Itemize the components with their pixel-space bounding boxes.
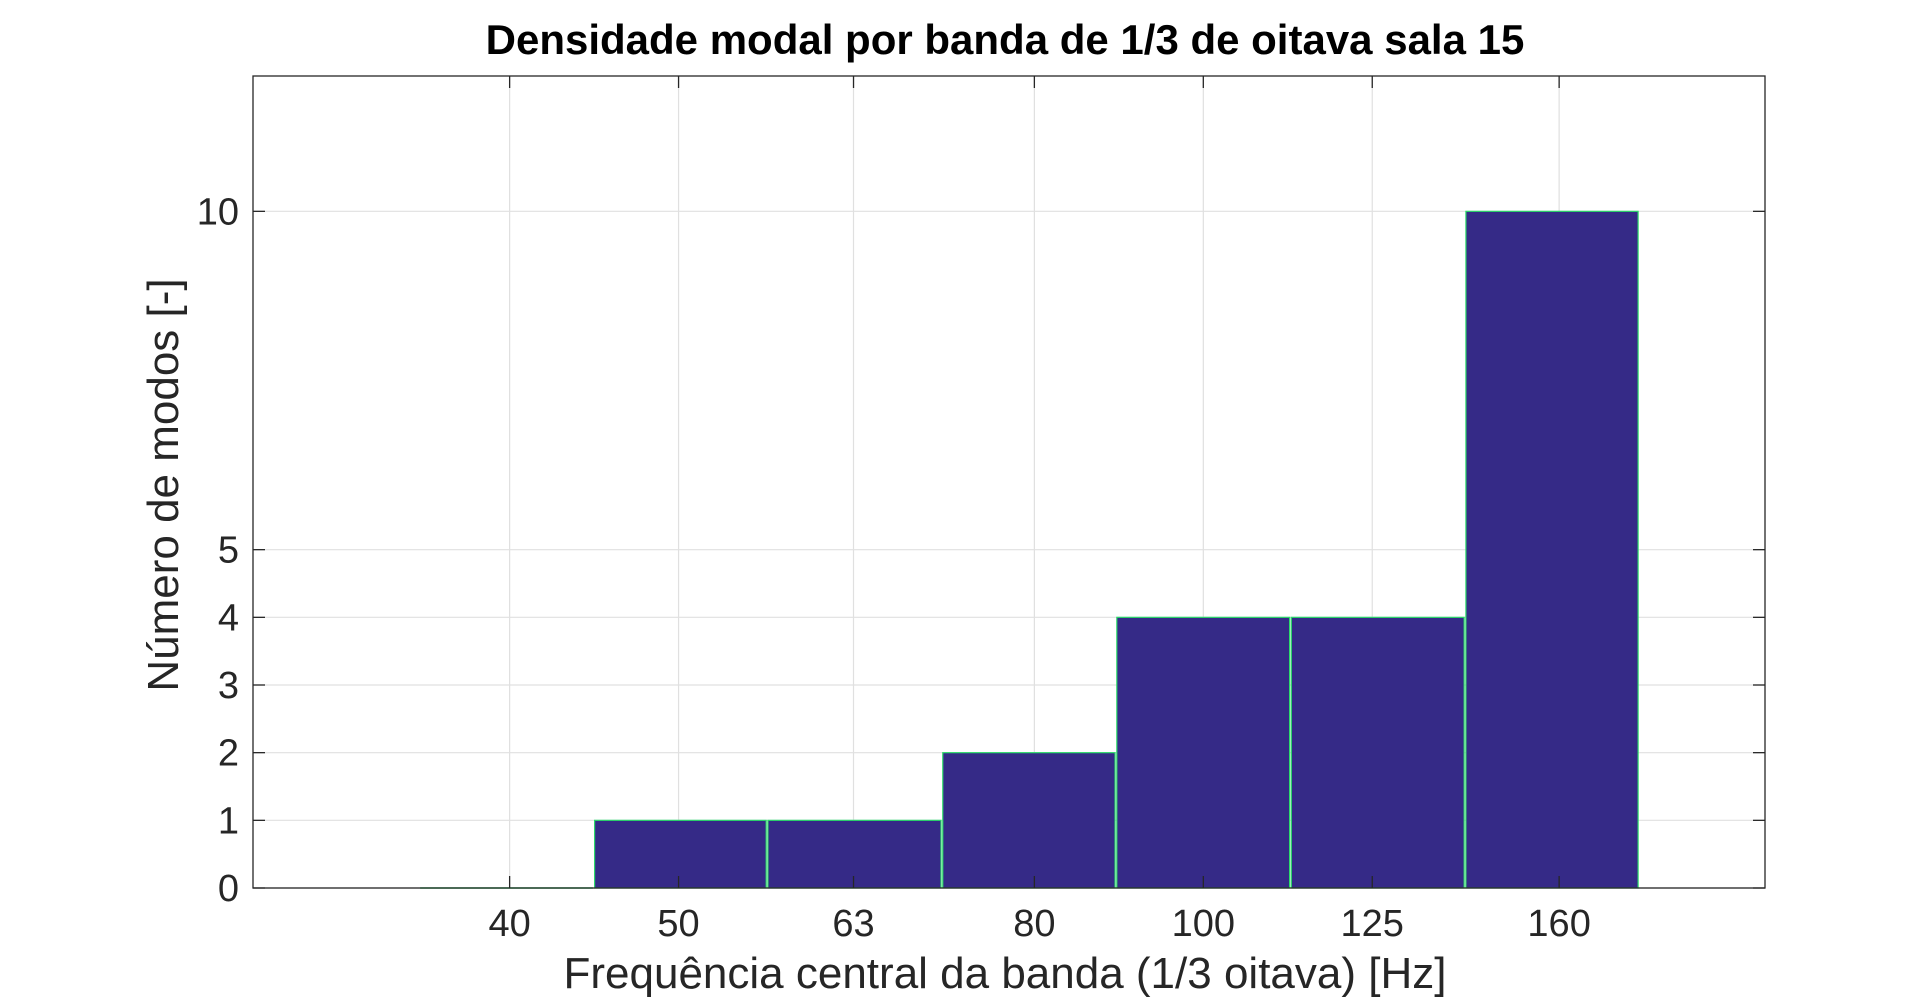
bar-100	[1116, 616, 1291, 889]
bar-series	[420, 210, 1639, 889]
chart-title: Densidade modal por banda de 1/3 de oita…	[486, 16, 1525, 63]
y-axis-label: Número de modos [-]	[139, 278, 188, 691]
x-tick-label-80: 80	[1013, 903, 1055, 945]
y-tick-label-1: 1	[218, 800, 239, 842]
bar-160	[1465, 210, 1639, 889]
y-tick-label-5: 5	[218, 530, 239, 572]
bar-63	[767, 819, 942, 889]
y-tick-label-2: 2	[218, 733, 239, 775]
x-axis-label: Frequência central da banda (1/3 oitava)…	[564, 949, 1447, 998]
axes	[252, 75, 1766, 889]
y-tick-label-4: 4	[218, 597, 239, 639]
x-tick-label-160: 160	[1527, 903, 1590, 945]
x-tick-label-125: 125	[1341, 903, 1404, 945]
y-tick-label-3: 3	[218, 665, 239, 707]
x-tick-label-63: 63	[832, 903, 874, 945]
x-tick-label-40: 40	[488, 903, 530, 945]
y-tick-label-0: 0	[218, 868, 239, 910]
bar-80	[942, 752, 1116, 889]
x-tick-label-100: 100	[1172, 903, 1235, 945]
tick-labels: 40 50 63 80 100 125 160 0 1 2 3 4 5 10	[197, 191, 1591, 945]
bar-125	[1290, 616, 1465, 889]
plot-frame	[252, 75, 1766, 889]
y-tick-label-10: 10	[197, 191, 239, 233]
bar-50	[593, 819, 767, 889]
x-tick-label-50: 50	[657, 903, 699, 945]
